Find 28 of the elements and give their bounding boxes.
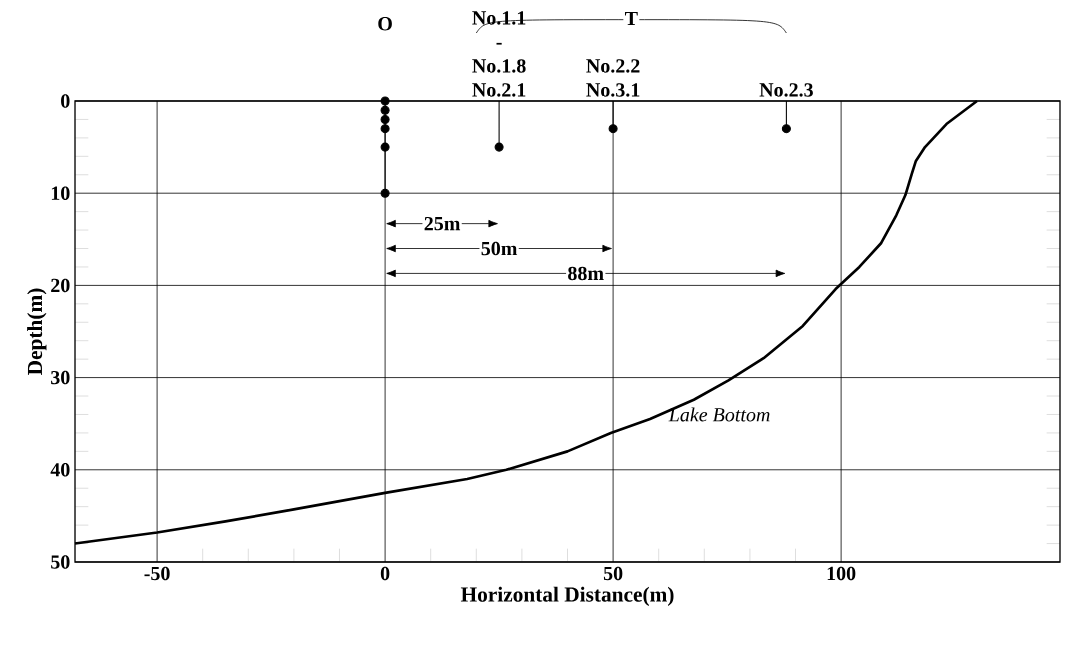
y-tick-label: 20 [51, 278, 70, 293]
y-tick-label: 40 [50, 463, 70, 477]
text: T [624, 11, 638, 25]
x-axis-title: Horizontal Distance(m) [460, 586, 674, 607]
y-tick-label: 50 [51, 555, 70, 569]
point [380, 124, 390, 134]
x-tick-label: 100 [827, 566, 856, 581]
point [608, 124, 618, 134]
point [380, 188, 390, 198]
text: No.2.2 No.3.1 [586, 59, 640, 97]
x-tick-label: -50 [144, 566, 170, 581]
x-tick-label: 50 [603, 566, 623, 581]
y-axis-title: Depth(m) [27, 288, 47, 375]
point [781, 124, 791, 134]
annotation: 50m [481, 241, 518, 256]
annotation: 88m [568, 266, 604, 281]
annotation: Lake Bottom [668, 407, 770, 422]
y-tick-label: 0 [61, 94, 70, 108]
text: O [378, 17, 392, 31]
annotation: 25m [424, 216, 461, 231]
text: No.1.1 - No.1.8 No.2.1 [472, 11, 526, 97]
point [380, 114, 390, 124]
y-tick-label: 10 [51, 186, 70, 200]
point [380, 142, 390, 152]
text: No.2.3 [759, 83, 813, 97]
y-tick-label: 30 [51, 370, 70, 385]
point [494, 142, 504, 152]
x-tick-label: 0 [380, 566, 390, 581]
